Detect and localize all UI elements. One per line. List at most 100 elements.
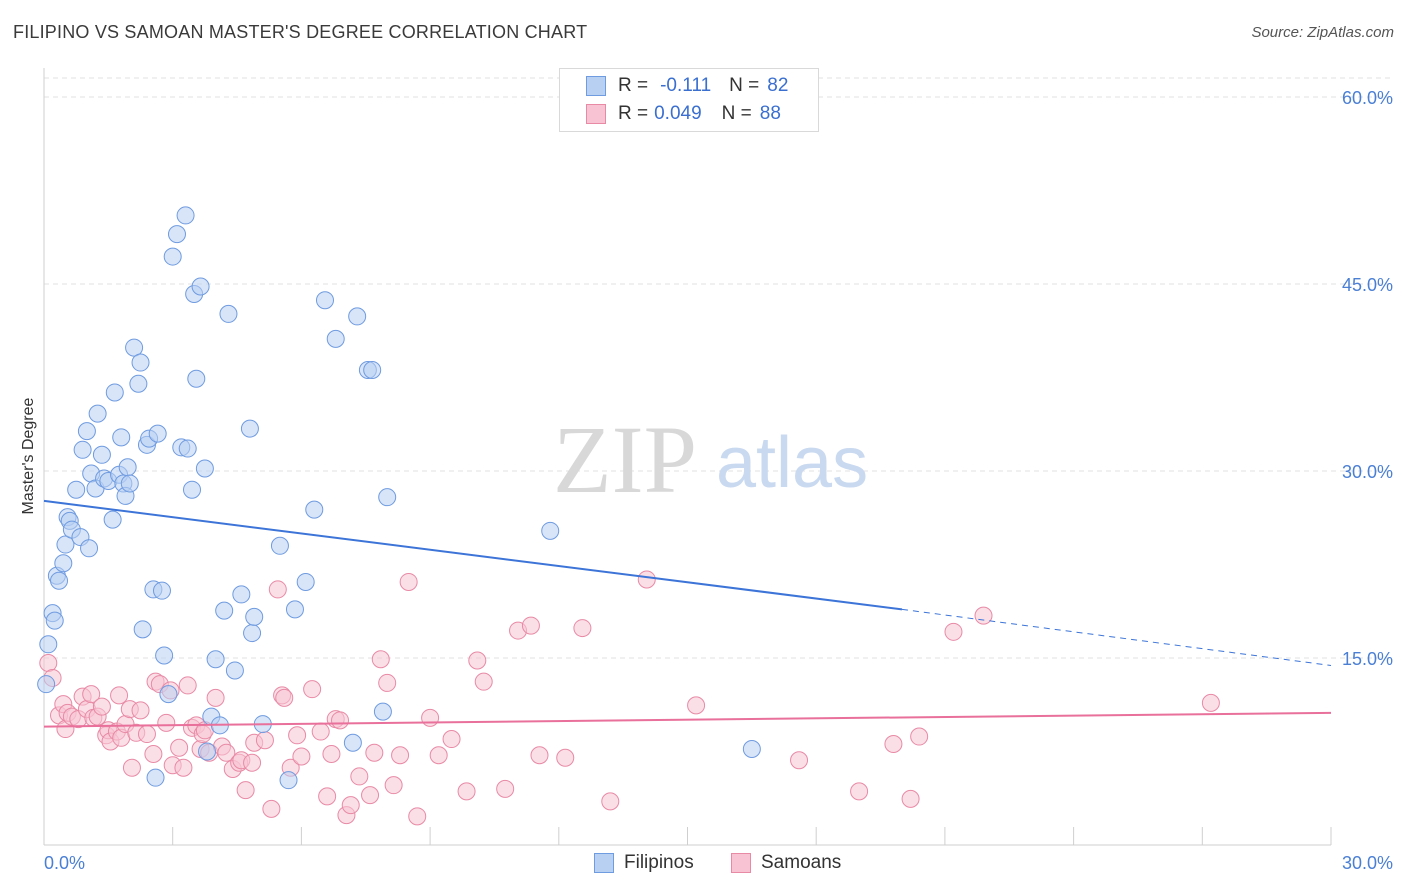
samoan-point: [457, 782, 476, 801]
samoan-point: [131, 701, 150, 720]
filipino-point: [37, 675, 56, 694]
legend-item-samoans[interactable]: Samoans: [731, 852, 841, 874]
samoan-point: [384, 776, 403, 795]
grid: [44, 77, 1392, 659]
samoan-point: [137, 725, 156, 744]
watermark-zip-text: ZIP: [553, 406, 697, 513]
filipinos-swatch: [594, 853, 614, 873]
samoan-point: [255, 731, 274, 750]
filipino-point: [178, 439, 197, 458]
filipino-point: [198, 742, 217, 761]
filipino-point: [243, 624, 262, 643]
samoan-point: [408, 807, 427, 826]
filipino-point: [73, 440, 92, 459]
filipino-point: [129, 374, 148, 393]
filipino-point: [167, 225, 186, 244]
samoan-point: [421, 708, 440, 727]
samoan-point: [901, 789, 920, 808]
correlation-legend: R = -0.111 N = 82 R = 0.049 N = 88: [559, 68, 819, 132]
filipinos-n-value: 82: [767, 75, 789, 96]
samoan-point: [910, 727, 929, 746]
samoan-point: [288, 726, 307, 745]
samoan-point: [371, 650, 390, 669]
samoan-point: [530, 746, 549, 765]
samoan-point: [521, 616, 540, 635]
filipinos-stats-row: R = -0.111 N = 82: [618, 73, 788, 99]
samoan-point: [468, 651, 487, 670]
samoan-point: [262, 799, 281, 818]
samoan-point: [687, 696, 706, 715]
samoan-point: [82, 685, 101, 704]
samoans-trend-line: [43, 711, 1332, 728]
filipino-point: [54, 554, 73, 573]
filipino-point: [163, 247, 182, 266]
samoan-point: [637, 570, 656, 589]
samoan-point: [556, 748, 575, 767]
filipino-point: [50, 571, 69, 590]
chart-source: Source: ZipAtlas.com: [1251, 24, 1394, 41]
samoan-point: [144, 744, 163, 763]
filipino-point: [133, 620, 152, 639]
samoan-point: [311, 722, 330, 741]
filipino-point: [148, 424, 167, 443]
samoan-point: [206, 688, 225, 707]
samoan-point: [292, 747, 311, 766]
tick-labels: 15.0% 30.0% 45.0% 60.0% 0.0% 30.0%: [44, 88, 1393, 873]
samoan-point: [178, 676, 197, 695]
legend-item-filipinos[interactable]: Filipinos: [594, 852, 694, 874]
samoan-point: [157, 713, 176, 732]
samoan-point: [884, 735, 903, 754]
samoans-n-value: 88: [759, 103, 781, 124]
samoan-point: [217, 743, 236, 762]
filipino-point: [146, 768, 165, 787]
filipinos-n-label: N =: [729, 75, 760, 96]
y-tick-label: 60.0%: [1342, 88, 1393, 108]
filipino-point: [112, 428, 131, 447]
filipino-point: [373, 702, 392, 721]
samoan-point: [243, 753, 262, 772]
samoan-point: [944, 622, 963, 641]
x-tick-label: 0.0%: [44, 853, 85, 873]
samoan-point: [573, 619, 592, 638]
filipino-point: [343, 733, 362, 752]
samoan-point: [378, 673, 397, 692]
y-tick-label: 45.0%: [1342, 275, 1393, 295]
filipino-point: [285, 600, 304, 619]
samoans-r-value: 0.049: [654, 103, 702, 124]
series-legend: Filipinos Samoans: [0, 852, 1406, 878]
samoans-swatch: [731, 853, 751, 873]
samoan-point: [39, 653, 58, 672]
filipino-point: [232, 585, 251, 604]
x-tick-label: 30.0%: [1342, 853, 1393, 873]
filipino-point: [155, 646, 174, 665]
samoan-point: [790, 751, 809, 770]
samoan-point: [429, 746, 448, 765]
y-tick-label: 15.0%: [1342, 649, 1393, 669]
filipino-point: [125, 338, 144, 357]
filipino-point: [206, 650, 225, 669]
samoan-point: [496, 779, 515, 798]
samoan-point: [474, 672, 493, 691]
y-tick-label: 30.0%: [1342, 462, 1393, 482]
filipino-point: [183, 480, 202, 499]
samoan-point: [1201, 693, 1220, 712]
filipino-point: [176, 206, 195, 225]
filipino-point: [92, 445, 111, 464]
filipino-point: [742, 740, 761, 759]
filipinos-legend-label: Filipinos: [624, 852, 694, 873]
filipino-point: [305, 500, 324, 519]
samoan-point: [442, 730, 461, 749]
samoan-point: [850, 782, 869, 801]
samoan-point: [174, 758, 193, 777]
samoans-stats-row: R = 0.049 N = 88: [618, 101, 781, 127]
filipino-point: [279, 771, 298, 790]
filipino-point: [118, 458, 137, 477]
samoan-point: [303, 680, 322, 699]
samoans-n-label: N =: [721, 103, 752, 124]
filipinos-trend-extension: [901, 608, 1332, 666]
filipinos-r-value: -0.111: [660, 75, 712, 96]
filipino-point: [270, 536, 289, 555]
filipino-point: [105, 383, 124, 402]
filipino-point: [315, 291, 334, 310]
